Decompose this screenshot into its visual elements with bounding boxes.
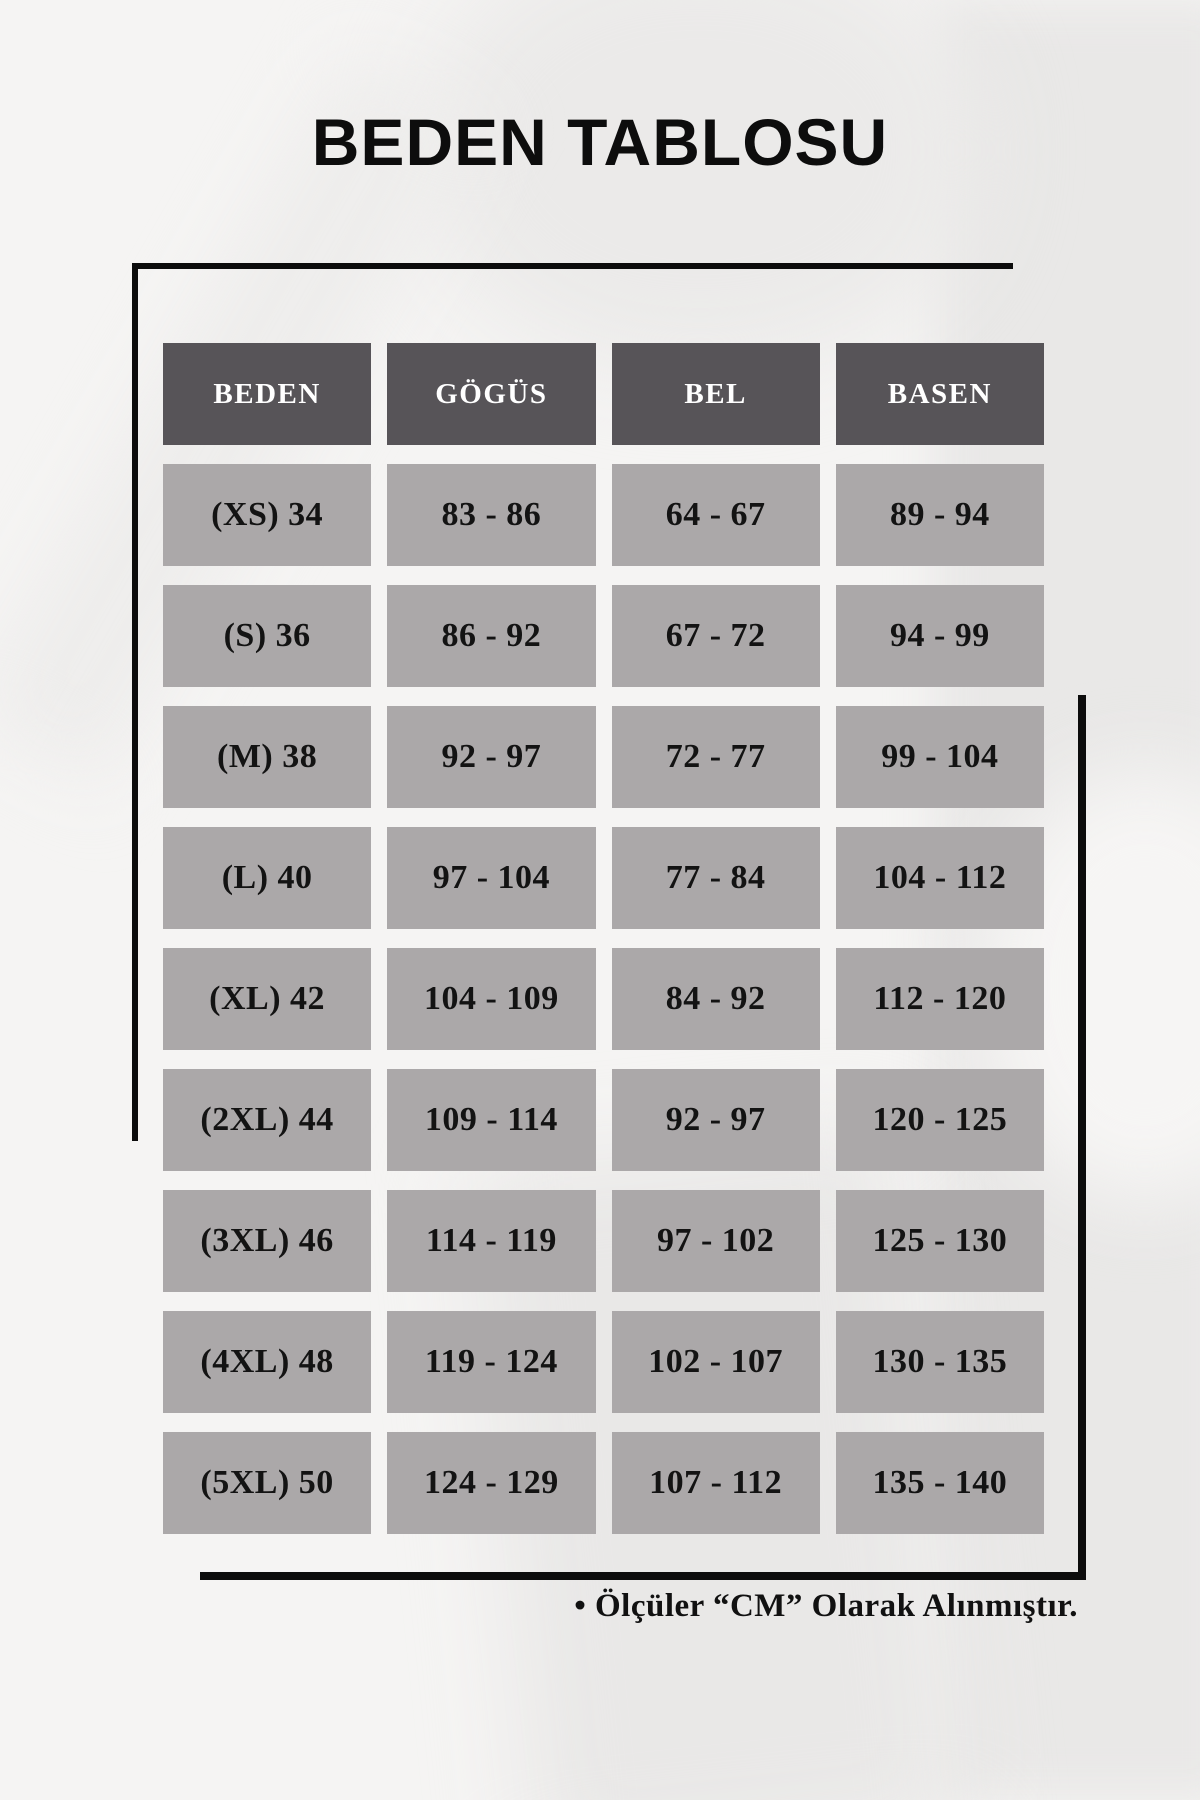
table-cell: 104 - 112 <box>835 827 1044 929</box>
table-cell: 83 - 86 <box>387 464 596 566</box>
size-table: BEDEN GÖGÜS BEL BASEN (XS) 34 83 - 86 64… <box>163 343 1044 1534</box>
decorative-frame-top-left <box>132 263 1013 1141</box>
table-cell: 84 - 92 <box>611 948 820 1050</box>
table-cell: 112 - 120 <box>835 948 1044 1050</box>
table-cell: 109 - 114 <box>387 1069 596 1171</box>
column-header-beden: BEDEN <box>163 343 372 445</box>
table-cell: 92 - 97 <box>611 1069 820 1171</box>
table-cell: 64 - 67 <box>611 464 820 566</box>
table-cell: 89 - 94 <box>835 464 1044 566</box>
table-cell: 130 - 135 <box>835 1311 1044 1413</box>
table-cell: 99 - 104 <box>835 706 1044 808</box>
column-header-basen: BASEN <box>835 343 1044 445</box>
table-cell: 104 - 109 <box>387 948 596 1050</box>
measurement-unit-note: • Ölçüler “CM” Olarak Alınmıştır. <box>574 1588 1078 1624</box>
table-cell: 97 - 104 <box>387 827 596 929</box>
table-cell: 107 - 112 <box>611 1432 820 1534</box>
table-cell: 67 - 72 <box>611 585 820 687</box>
table-cell: (2XL) 44 <box>163 1069 372 1171</box>
table-cell: (4XL) 48 <box>163 1311 372 1413</box>
table-cell: 86 - 92 <box>387 585 596 687</box>
page-title: BEDEN TABLOSU <box>311 105 889 179</box>
table-cell: 92 - 97 <box>387 706 596 808</box>
table-cell: 120 - 125 <box>835 1069 1044 1171</box>
background-shape-silhouette-head <box>420 0 980 370</box>
table-cell: 97 - 102 <box>611 1190 820 1292</box>
table-cell: 119 - 124 <box>387 1311 596 1413</box>
table-cell: 124 - 129 <box>387 1432 596 1534</box>
table-cell: 72 - 77 <box>611 706 820 808</box>
column-header-bel: BEL <box>611 343 820 445</box>
table-cell: 102 - 107 <box>611 1311 820 1413</box>
table-cell: 125 - 130 <box>835 1190 1044 1292</box>
table-cell: (S) 36 <box>163 585 372 687</box>
table-cell: (3XL) 46 <box>163 1190 372 1292</box>
decorative-frame-bottom-right <box>200 695 1086 1580</box>
table-cell: (M) 38 <box>163 706 372 808</box>
table-cell: 114 - 119 <box>387 1190 596 1292</box>
table-cell: (XL) 42 <box>163 948 372 1050</box>
column-header-gogus: GÖGÜS <box>387 343 596 445</box>
table-cell: 135 - 140 <box>835 1432 1044 1534</box>
table-cell: 77 - 84 <box>611 827 820 929</box>
table-cell: (5XL) 50 <box>163 1432 372 1534</box>
table-cell: (XS) 34 <box>163 464 372 566</box>
table-cell: 94 - 99 <box>835 585 1044 687</box>
table-cell: (L) 40 <box>163 827 372 929</box>
